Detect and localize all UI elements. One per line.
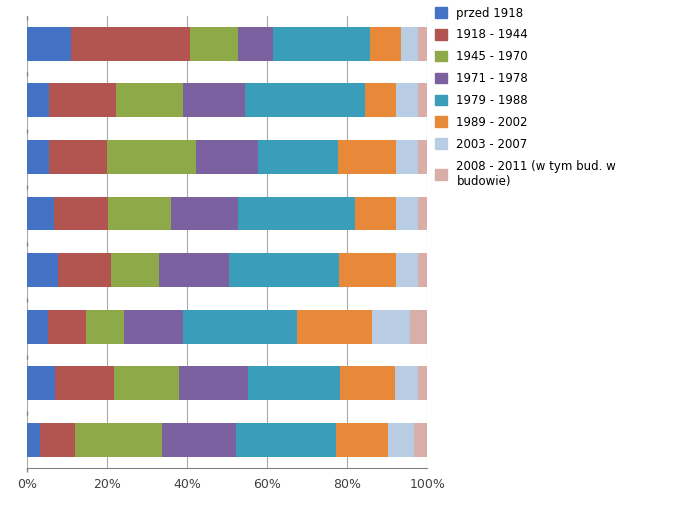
Bar — [396, 140, 418, 174]
Bar — [27, 83, 49, 118]
Bar — [355, 197, 396, 230]
Bar — [183, 310, 296, 344]
Bar — [239, 197, 355, 230]
Bar — [55, 366, 115, 400]
Bar — [27, 140, 49, 174]
Bar — [418, 253, 427, 287]
Bar — [273, 27, 370, 61]
Bar — [338, 140, 396, 174]
Bar — [162, 423, 236, 457]
Bar — [182, 83, 245, 118]
Bar — [418, 366, 427, 400]
Bar — [236, 423, 336, 457]
Bar — [27, 366, 55, 400]
Bar — [75, 423, 162, 457]
Bar — [414, 423, 427, 457]
Bar — [410, 310, 427, 344]
Bar — [107, 140, 196, 174]
Bar — [396, 83, 418, 118]
Bar — [396, 197, 418, 230]
Bar — [370, 27, 401, 61]
Bar — [196, 140, 258, 174]
Bar — [27, 197, 54, 230]
Bar — [372, 310, 410, 344]
Bar — [71, 27, 190, 61]
Bar — [40, 423, 75, 457]
Bar — [58, 253, 111, 287]
Bar — [27, 27, 71, 61]
Bar — [48, 310, 86, 344]
Bar — [115, 366, 179, 400]
Bar — [388, 423, 414, 457]
Bar — [116, 83, 182, 118]
Bar — [418, 197, 427, 230]
Bar — [86, 310, 124, 344]
Bar — [171, 197, 239, 230]
Bar — [296, 310, 372, 344]
Bar — [54, 197, 108, 230]
Bar — [340, 366, 395, 400]
Bar — [238, 27, 273, 61]
Bar — [179, 366, 248, 400]
Legend: przed 1918, 1918 - 1944, 1945 - 1970, 1971 - 1978, 1979 - 1988, 1989 - 2002, 200: przed 1918, 1918 - 1944, 1945 - 1970, 19… — [435, 7, 616, 188]
Bar — [49, 83, 116, 118]
Bar — [418, 140, 427, 174]
Bar — [248, 366, 340, 400]
Bar — [245, 83, 365, 118]
Bar — [395, 366, 418, 400]
Bar — [27, 423, 40, 457]
Bar — [108, 197, 171, 230]
Bar — [124, 310, 183, 344]
Bar — [27, 253, 58, 287]
Bar — [111, 253, 159, 287]
Bar — [365, 83, 396, 118]
Bar — [49, 140, 107, 174]
Bar — [339, 253, 397, 287]
Bar — [229, 253, 339, 287]
Bar — [27, 310, 48, 344]
Bar — [397, 253, 418, 287]
Bar — [336, 423, 388, 457]
Bar — [190, 27, 238, 61]
Bar — [258, 140, 338, 174]
Bar — [159, 253, 229, 287]
Bar — [418, 83, 427, 118]
Bar — [418, 27, 427, 61]
Bar — [401, 27, 418, 61]
